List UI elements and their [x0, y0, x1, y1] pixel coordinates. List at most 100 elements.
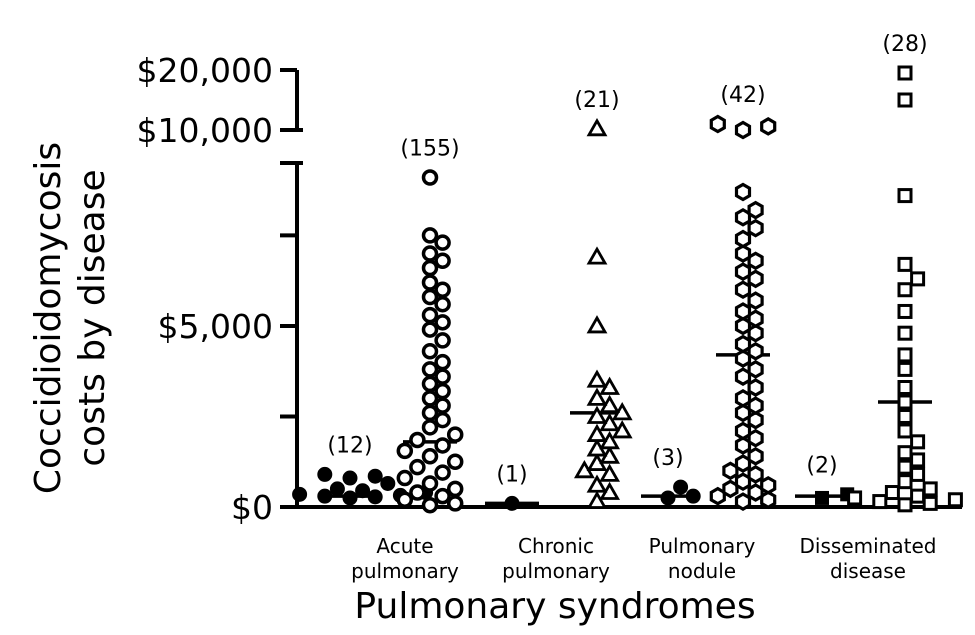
x-category-label: pulmonary	[351, 559, 459, 583]
point-marker	[586, 246, 608, 265]
point-marker	[747, 378, 764, 397]
series-1-1	[485, 495, 539, 511]
point-marker	[355, 483, 371, 499]
point-marker	[421, 245, 439, 262]
point-marker	[734, 262, 752, 281]
point-marker	[734, 334, 752, 354]
point-marker	[897, 188, 913, 204]
point-marker	[897, 282, 913, 298]
point-marker	[910, 434, 926, 450]
point-marker	[421, 259, 439, 277]
series-1-2	[570, 117, 633, 509]
n-label: (12)	[327, 433, 372, 458]
point-marker	[910, 466, 926, 482]
point-marker	[897, 361, 913, 377]
point-marker	[760, 475, 777, 495]
point-marker	[872, 494, 888, 510]
point-marker	[586, 405, 608, 424]
point-marker	[329, 481, 345, 497]
point-marker	[734, 244, 752, 263]
point-marker	[897, 497, 913, 513]
point-marker	[421, 227, 439, 244]
point-marker	[380, 475, 396, 491]
point-marker	[910, 452, 926, 468]
point-marker	[586, 387, 608, 406]
point-marker	[734, 182, 752, 202]
point-marker	[292, 486, 308, 502]
point-marker	[922, 481, 938, 497]
point-marker	[421, 274, 439, 291]
point-marker	[409, 458, 426, 476]
point-marker	[421, 448, 439, 465]
point-marker	[421, 496, 439, 514]
point-marker	[586, 369, 608, 388]
point-marker	[434, 397, 451, 414]
point-marker	[947, 492, 963, 508]
point-marker	[421, 169, 439, 186]
point-marker	[421, 404, 439, 422]
point-marker	[747, 360, 764, 379]
series-3-2	[847, 65, 963, 513]
point-marker	[673, 479, 689, 495]
point-marker	[897, 459, 913, 475]
point-marker	[421, 375, 439, 393]
point-marker	[446, 453, 464, 470]
point-marker	[434, 464, 451, 481]
point-marker	[396, 491, 414, 509]
point-marker	[734, 302, 752, 321]
point-marker	[434, 234, 451, 251]
point-marker	[434, 252, 451, 270]
point-marker	[421, 306, 439, 324]
point-marker	[396, 442, 414, 460]
point-marker	[897, 474, 913, 490]
point-marker	[660, 490, 676, 506]
y-tick-label: $20,000	[137, 51, 273, 90]
x-axis-title: Pulmonary syndromes	[354, 586, 755, 627]
n-label: (21)	[574, 88, 619, 113]
point-marker	[734, 389, 752, 408]
series-2-2	[709, 114, 777, 511]
point-marker	[421, 390, 439, 407]
x-category-label: disease	[830, 559, 906, 583]
point-marker	[747, 200, 764, 220]
point-marker	[434, 314, 451, 331]
point-marker	[342, 470, 358, 486]
point-marker	[897, 408, 913, 424]
point-marker	[586, 117, 608, 137]
point-marker	[446, 426, 464, 443]
point-marker	[504, 495, 520, 511]
point-marker	[367, 489, 383, 505]
y-axis-title-line2: costs by disease	[72, 169, 113, 466]
point-marker	[446, 495, 464, 512]
point-marker	[586, 423, 608, 442]
point-marker	[747, 446, 764, 466]
point-marker	[897, 65, 913, 81]
n-label: (28)	[882, 32, 927, 57]
point-marker	[317, 466, 333, 482]
point-marker	[421, 288, 439, 306]
point-marker	[409, 431, 426, 449]
point-marker	[760, 117, 777, 136]
point-marker	[434, 353, 451, 371]
point-marker	[897, 394, 913, 410]
point-marker	[897, 347, 913, 363]
point-marker	[421, 475, 439, 492]
point-marker	[586, 315, 608, 334]
y-axis-title-line1: Coccidioidomycosis	[28, 142, 69, 494]
point-marker	[421, 343, 439, 360]
point-marker	[897, 423, 913, 439]
x-category-label: Disseminated	[800, 534, 937, 558]
point-marker	[747, 465, 764, 484]
series-2-1	[641, 479, 701, 506]
point-marker	[734, 229, 752, 249]
point-marker	[434, 437, 451, 454]
x-category-label: Chronic	[518, 534, 594, 558]
point-marker	[434, 281, 451, 298]
x-category-label: pulmonary	[502, 559, 610, 583]
point-marker	[847, 490, 863, 506]
point-marker	[434, 295, 451, 313]
point-marker	[897, 303, 913, 319]
y-tick-label: $5,000	[158, 307, 273, 346]
point-marker	[586, 490, 608, 509]
point-marker	[446, 480, 464, 498]
